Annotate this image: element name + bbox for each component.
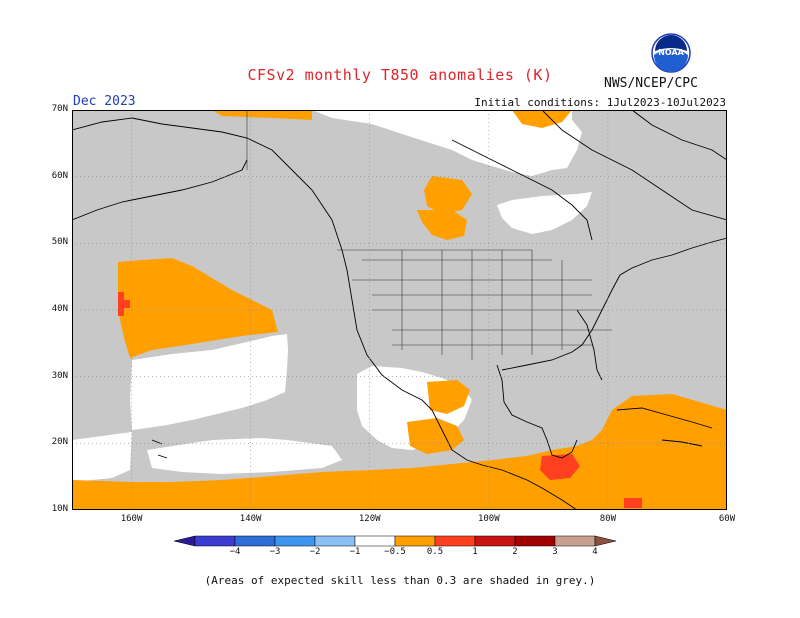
colorbar-label: 1 bbox=[472, 547, 478, 557]
colorbar-box bbox=[314, 535, 356, 547]
colorbar-box bbox=[234, 535, 276, 547]
colorbar-label: −2 bbox=[309, 547, 321, 557]
lat-label: 40N bbox=[51, 304, 68, 314]
colorbar-box bbox=[554, 535, 596, 547]
lat-label: 60N bbox=[51, 170, 68, 181]
warm-anomaly-1-to-2 bbox=[118, 292, 642, 508]
colorbar-box bbox=[434, 535, 476, 547]
lat-label: 10N bbox=[51, 504, 68, 514]
colorbar-label: −3 bbox=[269, 547, 281, 557]
colorbar-box bbox=[474, 535, 516, 547]
anomaly-map bbox=[72, 110, 727, 510]
lon-label: 60W bbox=[718, 514, 736, 524]
colorbar bbox=[174, 535, 617, 547]
political-boundaries bbox=[246, 110, 612, 360]
colorbar-box bbox=[274, 535, 316, 547]
map-frame bbox=[72, 110, 727, 510]
initial-conditions: Initial conditions: 1Jul2023-10Jul2023 bbox=[474, 96, 726, 109]
lon-label: 120W bbox=[358, 514, 381, 524]
graticule bbox=[72, 110, 727, 510]
colorbar-arrow-left bbox=[174, 535, 196, 547]
noaa-logo-icon: NOAA bbox=[651, 33, 691, 73]
colorbar-label: −0.5 bbox=[384, 547, 406, 557]
lon-label: 140W bbox=[239, 514, 262, 524]
forecast-month: Dec 2023 bbox=[73, 94, 136, 109]
lat-label: 70N bbox=[51, 104, 68, 114]
lat-label: 20N bbox=[51, 437, 68, 448]
lat-label: 50N bbox=[51, 237, 68, 248]
colorbar-box bbox=[394, 535, 436, 547]
colorbar-label: 2 bbox=[512, 547, 518, 557]
footnote: (Areas of expected skill less than 0.3 a… bbox=[204, 574, 596, 587]
lon-label: 80W bbox=[599, 514, 617, 524]
colorbar-label: −1 bbox=[349, 547, 361, 557]
chart-title: CFSv2 monthly T850 anomalies (K) bbox=[247, 66, 553, 84]
colorbar-box bbox=[514, 535, 556, 547]
lat-label: 30N bbox=[51, 370, 68, 381]
lon-label: 160W bbox=[120, 514, 143, 524]
colorbar-box bbox=[354, 535, 396, 547]
logo-text: NOAA bbox=[658, 48, 684, 57]
colorbar-label: 0.5 bbox=[426, 547, 444, 557]
colorbar-label: 4 bbox=[592, 547, 598, 557]
lon-label: 100W bbox=[477, 514, 500, 524]
colorbar-label: 3 bbox=[552, 547, 558, 557]
warm-anomaly-0-5-to-1 bbox=[72, 110, 727, 510]
colorbar-label: −4 bbox=[229, 547, 241, 557]
agency-label: NWS/NCEP/CPC bbox=[604, 76, 698, 91]
colorbar-arrow-right bbox=[594, 535, 617, 547]
colorbar-box bbox=[194, 535, 236, 547]
